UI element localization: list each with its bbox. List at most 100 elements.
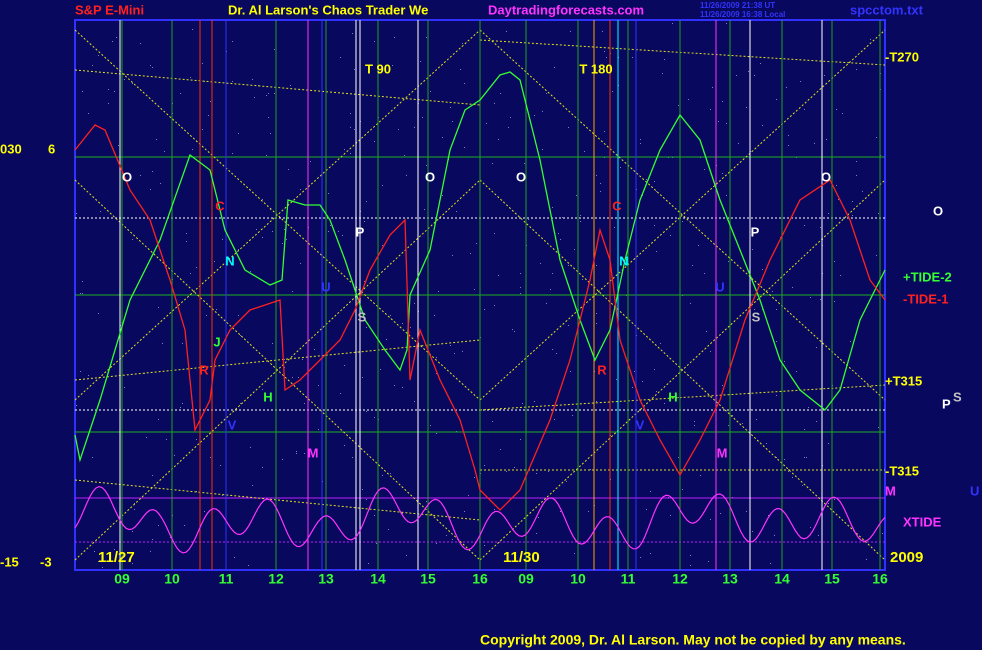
star xyxy=(350,113,351,114)
star xyxy=(850,341,851,342)
hour-label: 13 xyxy=(722,571,738,587)
star xyxy=(494,103,495,104)
scale-label: -3 xyxy=(40,554,52,569)
star xyxy=(762,125,763,126)
star xyxy=(366,327,367,328)
time-grid xyxy=(119,20,881,570)
star xyxy=(838,199,839,200)
star xyxy=(690,303,691,304)
star xyxy=(708,561,709,562)
star xyxy=(534,115,535,116)
star xyxy=(132,239,133,240)
hour-label: 14 xyxy=(774,571,790,587)
right-label: -TIDE-1 xyxy=(903,291,949,306)
star xyxy=(520,287,521,288)
star xyxy=(722,385,723,386)
star xyxy=(596,401,597,402)
star xyxy=(694,421,695,422)
star xyxy=(776,395,777,396)
star xyxy=(274,49,275,50)
star xyxy=(184,525,185,526)
star xyxy=(256,229,257,230)
star xyxy=(774,535,775,536)
star xyxy=(672,23,673,24)
xtide-curve xyxy=(74,485,886,554)
star xyxy=(118,145,119,146)
star xyxy=(206,315,207,316)
star xyxy=(268,117,269,118)
star xyxy=(94,551,95,552)
star xyxy=(180,407,181,408)
star xyxy=(506,471,507,472)
star xyxy=(682,221,683,222)
star xyxy=(840,275,841,276)
star xyxy=(398,129,399,130)
star xyxy=(834,301,835,302)
hour-label: 15 xyxy=(420,571,436,587)
star xyxy=(654,225,655,226)
site: Daytradingforecasts.com xyxy=(488,2,644,17)
star xyxy=(284,359,285,360)
star xyxy=(484,309,485,310)
star xyxy=(250,447,251,448)
star xyxy=(752,249,753,250)
star xyxy=(164,151,165,152)
star xyxy=(552,207,553,208)
marker: T 90 xyxy=(365,61,391,76)
star xyxy=(232,81,233,82)
star xyxy=(494,509,495,510)
star xyxy=(352,457,353,458)
star xyxy=(560,239,561,240)
star xyxy=(704,169,705,170)
right-label: O xyxy=(933,203,943,218)
star xyxy=(262,237,263,238)
star xyxy=(288,169,289,170)
star xyxy=(300,189,301,190)
star xyxy=(554,67,555,68)
scale-label: 6 xyxy=(48,141,55,156)
star xyxy=(76,213,77,214)
star xyxy=(430,425,431,426)
star xyxy=(584,151,585,152)
star xyxy=(640,143,641,144)
star xyxy=(712,87,713,88)
star xyxy=(100,211,101,212)
instrument: S&P E-Mini xyxy=(75,2,144,17)
star xyxy=(520,273,521,274)
star xyxy=(824,75,825,76)
star xyxy=(842,113,843,114)
star xyxy=(642,269,643,270)
star xyxy=(768,515,769,516)
star xyxy=(580,215,581,216)
star xyxy=(430,91,431,92)
star xyxy=(534,401,535,402)
star xyxy=(366,499,367,500)
star xyxy=(820,227,821,228)
star xyxy=(780,237,781,238)
star xyxy=(718,121,719,122)
star xyxy=(876,255,877,256)
star xyxy=(272,343,273,344)
hour-label: 11 xyxy=(621,571,636,587)
star xyxy=(402,513,403,514)
star xyxy=(366,411,367,412)
marker: R xyxy=(597,362,607,377)
star xyxy=(688,99,689,100)
star xyxy=(402,387,403,388)
star xyxy=(462,43,463,44)
marker: R xyxy=(199,362,209,377)
marker: M xyxy=(717,445,728,460)
star xyxy=(196,439,197,440)
star xyxy=(698,245,699,246)
star xyxy=(80,371,81,372)
marker: N xyxy=(619,253,628,268)
star xyxy=(366,201,367,202)
star xyxy=(662,73,663,74)
star xyxy=(820,299,821,300)
star xyxy=(374,417,375,418)
star xyxy=(656,191,657,192)
star xyxy=(82,281,83,282)
hour-label: 13 xyxy=(318,571,334,587)
star xyxy=(784,459,785,460)
star xyxy=(404,155,405,156)
